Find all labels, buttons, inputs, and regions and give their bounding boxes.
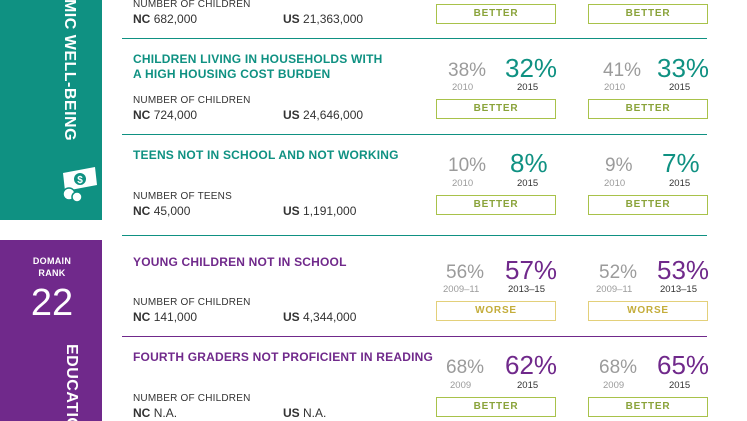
indicator-title: FOURTH GRADERS NOT PROFICIENT IN READING bbox=[133, 350, 434, 364]
us-new-percent: 7% bbox=[662, 148, 700, 178]
us-trend-badge: BETTER bbox=[588, 99, 708, 119]
economic-domain-panel: OMIC WELL-BEING $ bbox=[0, 0, 102, 220]
nc-trend-badge: BETTER bbox=[436, 99, 556, 119]
nc-new-percent: 57% bbox=[505, 255, 558, 285]
nc-count: NC 141,000 bbox=[133, 310, 198, 324]
us-new-year: 2015 bbox=[669, 82, 691, 93]
domain-rank-value: 22 bbox=[30, 282, 74, 324]
us-old-year: 2010 bbox=[604, 178, 626, 189]
domain-rank-label: DOMAIN bbox=[32, 256, 72, 266]
us-count: US 1,191,000 bbox=[283, 204, 357, 218]
us-count: US 21,363,000 bbox=[283, 12, 364, 26]
indicator-title: TEENS NOT IN SCHOOL AND NOT WORKING bbox=[133, 148, 399, 162]
nc-count: NC N.A. bbox=[133, 406, 178, 420]
domain-rank-label-line2: RANK bbox=[38, 268, 66, 278]
us-old-percent: 68% bbox=[599, 357, 638, 378]
count-label: NUMBER OF CHILDREN bbox=[133, 393, 251, 404]
us-new-year: 2013–15 bbox=[660, 284, 697, 295]
us-old-percent: 52% bbox=[599, 262, 638, 283]
nc-trend-badge: BETTER bbox=[436, 195, 556, 215]
us-new-percent: 65% bbox=[657, 350, 710, 380]
nc-old-percent: 56% bbox=[446, 262, 485, 283]
us-count: US 24,646,000 bbox=[283, 108, 364, 122]
nc-new-percent: 32% bbox=[505, 53, 558, 83]
economic-domain-label: OMIC WELL-BEING bbox=[61, 0, 78, 142]
nc-new-year: 2013–15 bbox=[508, 284, 545, 295]
nc-new-percent: 8% bbox=[510, 148, 548, 178]
nc-new-year: 2015 bbox=[517, 178, 539, 189]
us-trend-badge: WORSE bbox=[588, 301, 708, 321]
nc-trend-badge: BETTER bbox=[436, 397, 556, 417]
us-trend-badge: BETTER bbox=[588, 4, 708, 24]
us-new-year: 2015 bbox=[669, 380, 691, 391]
count-label: NUMBER OF CHILDREN bbox=[133, 95, 251, 106]
us-trend-badge: BETTER bbox=[588, 397, 708, 417]
indicator-title: YOUNG CHILDREN NOT IN SCHOOL bbox=[133, 255, 347, 269]
nc-old-percent: 38% bbox=[448, 60, 487, 81]
nc-new-year: 2015 bbox=[517, 380, 539, 391]
nc-trend-badge: WORSE bbox=[436, 301, 556, 321]
us-old-percent: 9% bbox=[605, 155, 633, 176]
nc-old-year: 2010 bbox=[452, 82, 474, 93]
indicator-title: CHILDREN LIVING IN HOUSEHOLDS WITH A HIG… bbox=[133, 52, 383, 81]
us-new-percent: 33% bbox=[657, 53, 710, 83]
education-domain-label: EDUCATIO bbox=[63, 344, 80, 421]
us-new-percent: 53% bbox=[657, 255, 710, 285]
nc-old-percent: 68% bbox=[446, 357, 485, 378]
money-icon: $ bbox=[62, 167, 97, 203]
us-old-year: 2010 bbox=[604, 82, 626, 93]
nc-count: NC 724,000 bbox=[133, 108, 198, 122]
nc-count: NC 45,000 bbox=[133, 204, 191, 218]
row-separator bbox=[122, 134, 707, 135]
nc-count: NC 682,000 bbox=[133, 12, 198, 26]
nc-trend-badge: BETTER bbox=[436, 4, 556, 24]
us-count: US 4,344,000 bbox=[283, 310, 357, 324]
count-label: NUMBER OF CHILDREN bbox=[133, 0, 251, 10]
education-domain-panel: DOMAIN RANK 22 EDUCATIO bbox=[0, 240, 102, 421]
nc-old-year: 2009 bbox=[450, 380, 472, 391]
nc-new-percent: 62% bbox=[505, 350, 558, 380]
nc-old-year: 2009–11 bbox=[443, 284, 480, 295]
us-old-year: 2009 bbox=[603, 380, 625, 391]
us-new-year: 2015 bbox=[669, 178, 691, 189]
nc-new-year: 2015 bbox=[517, 82, 539, 93]
row-separator bbox=[122, 38, 707, 39]
row-separator bbox=[122, 336, 707, 337]
us-old-percent: 41% bbox=[603, 60, 642, 81]
count-label: NUMBER OF CHILDREN bbox=[133, 297, 251, 308]
us-old-year: 2009–11 bbox=[596, 284, 633, 295]
us-trend-badge: BETTER bbox=[588, 195, 708, 215]
nc-old-year: 2010 bbox=[452, 178, 474, 189]
nc-old-percent: 10% bbox=[448, 155, 487, 176]
svg-text:$: $ bbox=[77, 175, 83, 186]
us-count: US N.A. bbox=[283, 406, 327, 420]
count-label: NUMBER OF TEENS bbox=[133, 191, 232, 202]
row-separator bbox=[122, 235, 707, 236]
